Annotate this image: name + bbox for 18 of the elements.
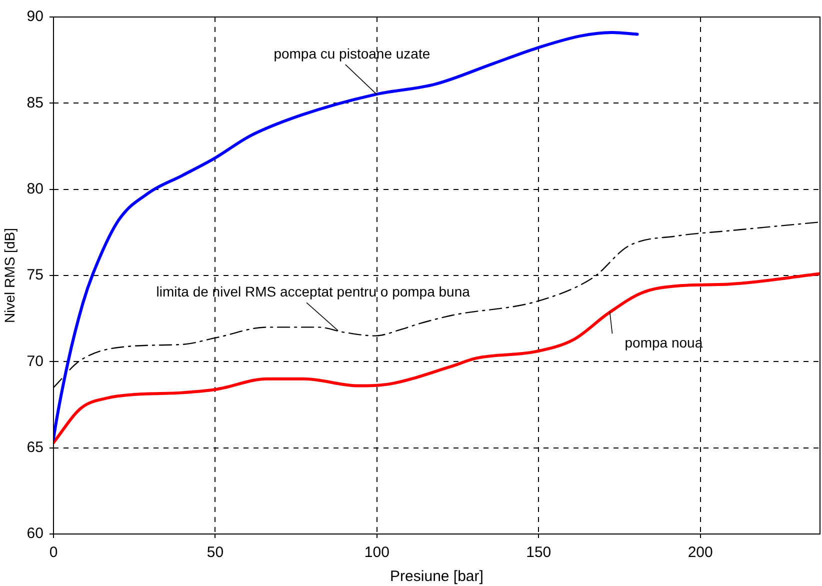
y-tick-label: 70 [26,352,44,370]
annotation: pompa noua [624,334,703,351]
y-axis-title: Nivel RMS [dB] [1,228,18,323]
x-tick-label: 100 [364,544,390,562]
y-tick-label: 90 [26,8,44,26]
x-tick-label: 150 [526,544,552,562]
line-series [53,272,820,444]
annotation: limita de nivel RMS acceptat pentru o pompa buna [156,284,470,300]
x-tick-label: 200 [688,544,713,562]
y-tick-label: 85 [26,94,44,112]
y-tick-label: 65 [26,438,44,456]
y-tick-label: 60 [26,525,44,542]
x-tick-label: 50 [206,544,224,562]
x-tick-label: 0 [49,544,58,562]
annotation: pompa cu pistoane uzate [274,45,430,62]
x-axis-title: Presiune [bar] [390,568,484,586]
y-tick-label: 75 [26,266,44,284]
y-tick-label: 80 [26,180,44,198]
